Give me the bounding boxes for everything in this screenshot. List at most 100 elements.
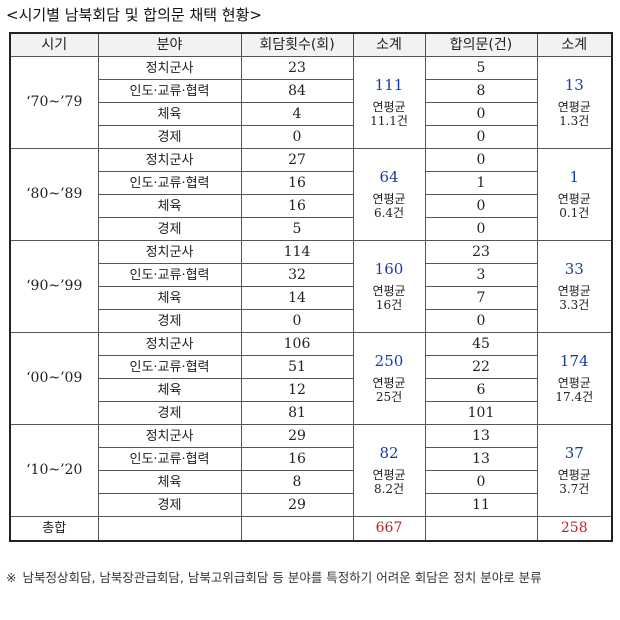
meetings-cell: 106 [240,332,354,356]
meetings-cell: 27 [240,148,354,172]
header-meetings-subtotal: 소계 [352,32,426,57]
meetings-cell: 8 [240,470,354,494]
annual-average-value: 3.3건 [559,298,590,312]
annual-average-label: 연평균 [557,376,591,390]
field-cell: 체육 [97,194,242,218]
period-label: ‘10~’20 [9,424,99,517]
annual-average-value: 6.4건 [373,206,405,220]
field-cell: 경제 [97,309,242,333]
table-row: ‘70~’79 정치군사 23 111 연평균 11.1건 5 13 연평균 1… [9,56,613,149]
table-row: 경제 5 0 [10,217,612,241]
page-title: <시기별 남북회담 및 합의문 채택 현황> [6,6,262,24]
field-cell: 정치군사 [97,332,242,356]
agreements-cell: 3 [424,263,538,287]
table-row: 인도·교류·협력 16 1 [10,171,612,195]
meetings-subtotal-value: 160 [374,260,404,278]
annual-average-label: 연평균 [372,284,406,298]
meetings-subtotal-cell: 82 연평균 8.2건 [352,424,426,517]
header-field: 분야 [97,32,242,57]
agreements-cell: 1 [424,171,538,195]
annual-average-value: 17.4건 [555,390,594,404]
table-row: 인도·교류·협력 84 8 [10,79,612,103]
agreements-subtotal-cell: 174 연평균 17.4건 [536,332,613,425]
table-row: ‘80~’89 정치군사 27 64 연평균 6.4건 0 1 연평균 0.1건 [9,148,613,241]
total-row: 총합 667 258 [9,516,613,542]
field-cell: 경제 [97,493,242,517]
meetings-cell: 16 [240,447,354,471]
header-agreements: 합의문(건) [424,32,538,57]
annual-average-label: 연평균 [557,468,591,482]
agreements-cell: 101 [424,401,538,425]
table-row: 체육 14 7 [10,286,612,310]
agreements-subtotal-value: 33 [564,260,584,278]
annual-average-label: 연평균 [372,192,406,206]
annual-average-label: 연평균 [372,376,406,390]
meetings-cell: 16 [240,194,354,218]
field-cell: 경제 [97,125,242,149]
agreements-cell: 0 [424,217,538,241]
meetings-cell: 51 [240,355,354,379]
field-cell: 정치군사 [97,240,242,264]
meetings-cell: 29 [240,493,354,517]
table-row: 인도·교류·협력 16 13 [10,447,612,471]
agreements-subtotal-value: 1 [569,168,580,186]
field-cell: 체육 [97,102,242,126]
table-row: 인도·교류·협력 51 22 [10,355,612,379]
meetings-total: 667 [352,516,426,542]
table-header-row: 시기 분야 회담횟수(회) 소계 합의문(건) 소계 [9,32,613,57]
meetings-cell: 16 [240,171,354,195]
meetings-subtotal-cell: 160 연평균 16건 [352,240,426,333]
annual-average-value: 8.2건 [373,482,405,496]
table-row: 경제 0 0 [10,309,612,333]
meetings-subtotal-value: 111 [374,76,404,94]
meetings-cell: 114 [240,240,354,264]
field-cell: 인도·교류·협력 [97,355,242,379]
annual-average-label: 연평균 [372,468,406,482]
agreements-cell: 13 [424,447,538,471]
agreements-cell: 5 [424,56,538,80]
footnote: ※ 남북정상회담, 남북장관급회담, 남북고위급회담 등 분야를 특정하기 어려운… [6,568,612,587]
field-cell: 정치군사 [97,56,242,80]
period-group-1990s: ‘90~’99 정치군사 114 160 연평균 16건 23 33 연평균 3… [9,240,613,333]
agreements-subtotal-cell: 33 연평균 3.3건 [536,240,613,333]
agreements-subtotal-cell: 1 연평균 0.1건 [536,148,613,241]
field-cell: 경제 [97,217,242,241]
annual-average-label: 연평균 [557,100,591,114]
table-row: ‘10~’20 정치군사 29 82 연평균 8.2건 13 37 연평균 3.… [9,424,613,517]
period-label: ‘00~’09 [9,332,99,425]
field-cell: 인도·교류·협력 [97,171,242,195]
agreements-subtotal-cell: 37 연평균 3.7건 [536,424,613,517]
header-meetings: 회담횟수(회) [240,32,354,57]
total-label: 총합 [9,516,99,542]
agreements-subtotal-value: 174 [559,352,589,370]
annual-average-label: 연평균 [557,192,591,206]
meetings-table: 시기 분야 회담횟수(회) 소계 합의문(건) 소계 ‘70~’79 정치군사 … [9,32,613,542]
agreements-cell: 0 [424,309,538,333]
table-row: ‘90~’99 정치군사 114 160 연평균 16건 23 33 연평균 3… [9,240,613,333]
annual-average-value: 0.1건 [559,206,590,220]
total-group: 총합 667 258 [9,516,613,542]
meetings-cell: 84 [240,79,354,103]
field-cell: 정치군사 [97,148,242,172]
header-agreements-subtotal: 소계 [536,32,613,57]
annual-average-label: 연평균 [372,100,406,114]
annual-average-value: 1.3건 [559,114,590,128]
agreements-cell: 13 [424,424,538,448]
meetings-cell: 81 [240,401,354,425]
agreements-cell: 23 [424,240,538,264]
period-group-1970s: ‘70~’79 정치군사 23 111 연평균 11.1건 5 13 연평균 1… [9,56,613,149]
agreements-cell: 8 [424,79,538,103]
field-cell: 체육 [97,378,242,402]
agreements-cell: 0 [424,194,538,218]
agreements-subtotal-cell: 13 연평균 1.3건 [536,56,613,149]
field-cell: 인도·교류·협력 [97,263,242,287]
meetings-cell: 23 [240,56,354,80]
agreements-cell: 6 [424,378,538,402]
reference-mark: ※ [6,570,17,585]
agreements-subtotal-value: 37 [564,444,584,462]
field-cell: 인도·교류·협력 [97,79,242,103]
period-group-1980s: ‘80~’89 정치군사 27 64 연평균 6.4건 0 1 연평균 0.1건… [9,148,613,241]
empty-cell [97,516,242,542]
meetings-subtotal-value: 250 [374,352,404,370]
meetings-cell: 4 [240,102,354,126]
